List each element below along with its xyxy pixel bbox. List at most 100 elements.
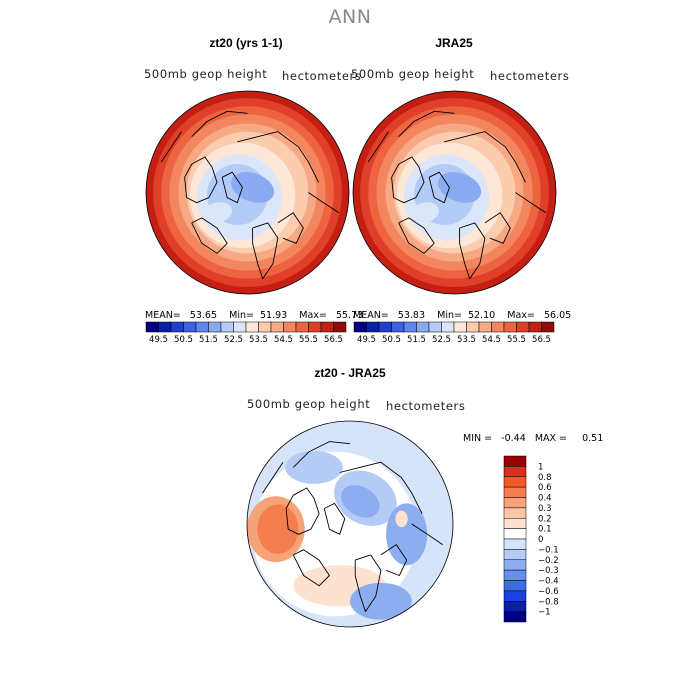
colorbar-swatch [258, 321, 272, 333]
colorbar-swatch [503, 538, 527, 550]
colorbar-swatch [233, 321, 247, 333]
contour-region [231, 172, 275, 203]
colorbar-swatch [503, 455, 527, 467]
colorbar-swatch [478, 321, 492, 333]
coastline [398, 217, 435, 254]
contour-region [285, 450, 343, 484]
contour-region [257, 504, 299, 554]
colorbar-swatch [308, 321, 322, 333]
contour-region [438, 172, 482, 203]
colorbar-tick-label: 52.5 [224, 335, 243, 345]
colorbar-swatch [503, 507, 527, 519]
contour-region [202, 202, 232, 224]
colorbar-tick-label: −0.1 [538, 545, 559, 555]
colorbar-tick-label: 52.5 [432, 335, 451, 345]
colorbar-swatch [391, 321, 405, 333]
colorbar-swatch [403, 321, 417, 333]
colorbar-tick-label: 0.3 [538, 504, 552, 514]
colorbar-swatch [270, 321, 284, 333]
colorbar-swatch [503, 549, 527, 560]
colorbar-swatch [503, 518, 527, 529]
coastline [277, 212, 304, 244]
colorbar-tick-label: 53.5 [457, 335, 476, 345]
colorbar-swatch [453, 321, 467, 333]
colorbar-swatch [295, 321, 309, 333]
colorbar-tick-label: 0 [538, 535, 543, 545]
colorbar-tick-label: 0.1 [538, 525, 552, 535]
coastline [262, 461, 284, 494]
coastline [252, 222, 279, 280]
colorbar-swatch [428, 321, 442, 333]
colorbar-tick-label: 54.5 [482, 335, 501, 345]
colorbar-swatch [170, 321, 184, 333]
contour-region [386, 503, 428, 566]
colorbar-swatch [503, 611, 527, 623]
colorbar-swatch [503, 321, 517, 333]
min-value: -0.44 [501, 433, 526, 444]
stats-model: MEAN= 53.65 Min= 51.93 Max= 55.73 [145, 310, 363, 321]
panel-variable-diff: 500mb geop height [247, 397, 371, 411]
panel-variable-obs: 500mb geop height [351, 67, 475, 81]
figure-title: ANN [328, 6, 372, 28]
max-value: 0.51 [582, 433, 604, 444]
colorbar-tick-label: −0.3 [538, 566, 559, 576]
polar-map-obs [352, 90, 557, 295]
colorbar-swatch [503, 559, 527, 571]
mean-label: MEAN= [353, 310, 389, 321]
coastline [191, 110, 248, 138]
panel-units-model: hectometers [282, 69, 362, 83]
coastline [367, 131, 389, 163]
contour-region [409, 202, 439, 224]
colorbar-swatch [491, 321, 505, 333]
polar-map-model [145, 90, 350, 295]
map-boundary [352, 90, 557, 295]
colorbar-tick-label: 0.6 [538, 483, 552, 493]
colorbar-tick-label: 53.5 [249, 335, 268, 345]
coastline [160, 131, 182, 163]
mean-value: 53.65 [189, 310, 218, 321]
colorbar-swatch [503, 569, 527, 581]
min-label: Min= [229, 310, 254, 321]
colorbar-tick-label: 50.5 [382, 335, 401, 345]
colorbar-tick-label: 50.5 [174, 335, 193, 345]
stats-obs: MEAN= 53.83 Min= 52.10 Max= 56.05 [353, 310, 571, 321]
coastline [339, 461, 423, 514]
min-value: 52.10 [468, 310, 496, 321]
max-label: Max= [507, 310, 535, 321]
colorbar-tick-label: −0.4 [538, 577, 559, 587]
colorbar-swatch [416, 321, 430, 333]
colorbar-swatch [503, 601, 527, 612]
coastline [285, 487, 320, 535]
colorbar-swatch [353, 321, 367, 333]
colorbar-diff: 10.80.60.40.30.20.10−0.1−0.2−0.3−0.4−0.6… [503, 455, 559, 623]
colorbar-swatch [503, 528, 527, 540]
coastline [444, 131, 527, 183]
colorbar-swatch [145, 321, 159, 333]
max-value: 55.73 [335, 310, 364, 321]
coastline [515, 192, 547, 214]
coastline [308, 192, 340, 214]
coastline [380, 544, 408, 576]
colorbar-tick-label: 51.5 [199, 335, 218, 345]
panel-units-diff: hectometers [386, 399, 466, 413]
colorbar-swatch [503, 476, 527, 488]
colorbar-tick-label: 49.5 [357, 335, 376, 345]
panel-title-diff: zt20 - JRA25 [314, 366, 386, 380]
panel-title-model: zt20 (yrs 1-1) [209, 36, 283, 50]
colorbar-tick-label: −0.6 [538, 587, 559, 597]
mean-value: 53.83 [397, 310, 426, 321]
colorbar-swatch [158, 321, 172, 333]
polar-map-diff [246, 420, 454, 628]
colorbar-tick-label: −0.2 [538, 556, 559, 566]
coastline [398, 110, 455, 138]
stats-diff: MIN = -0.44 MAX = 0.51 [463, 433, 603, 444]
colorbar-tick-label: −1 [538, 608, 551, 618]
colorbar-swatch [503, 466, 527, 477]
coastline [484, 212, 511, 244]
coastline [411, 523, 443, 545]
colorbar-tick-label: 55.5 [299, 335, 318, 345]
colorbar-tick-label: 55.5 [507, 335, 526, 345]
colorbar-swatch [366, 321, 380, 333]
panel-title-obs: JRA25 [435, 36, 473, 50]
contour-region [395, 510, 408, 528]
